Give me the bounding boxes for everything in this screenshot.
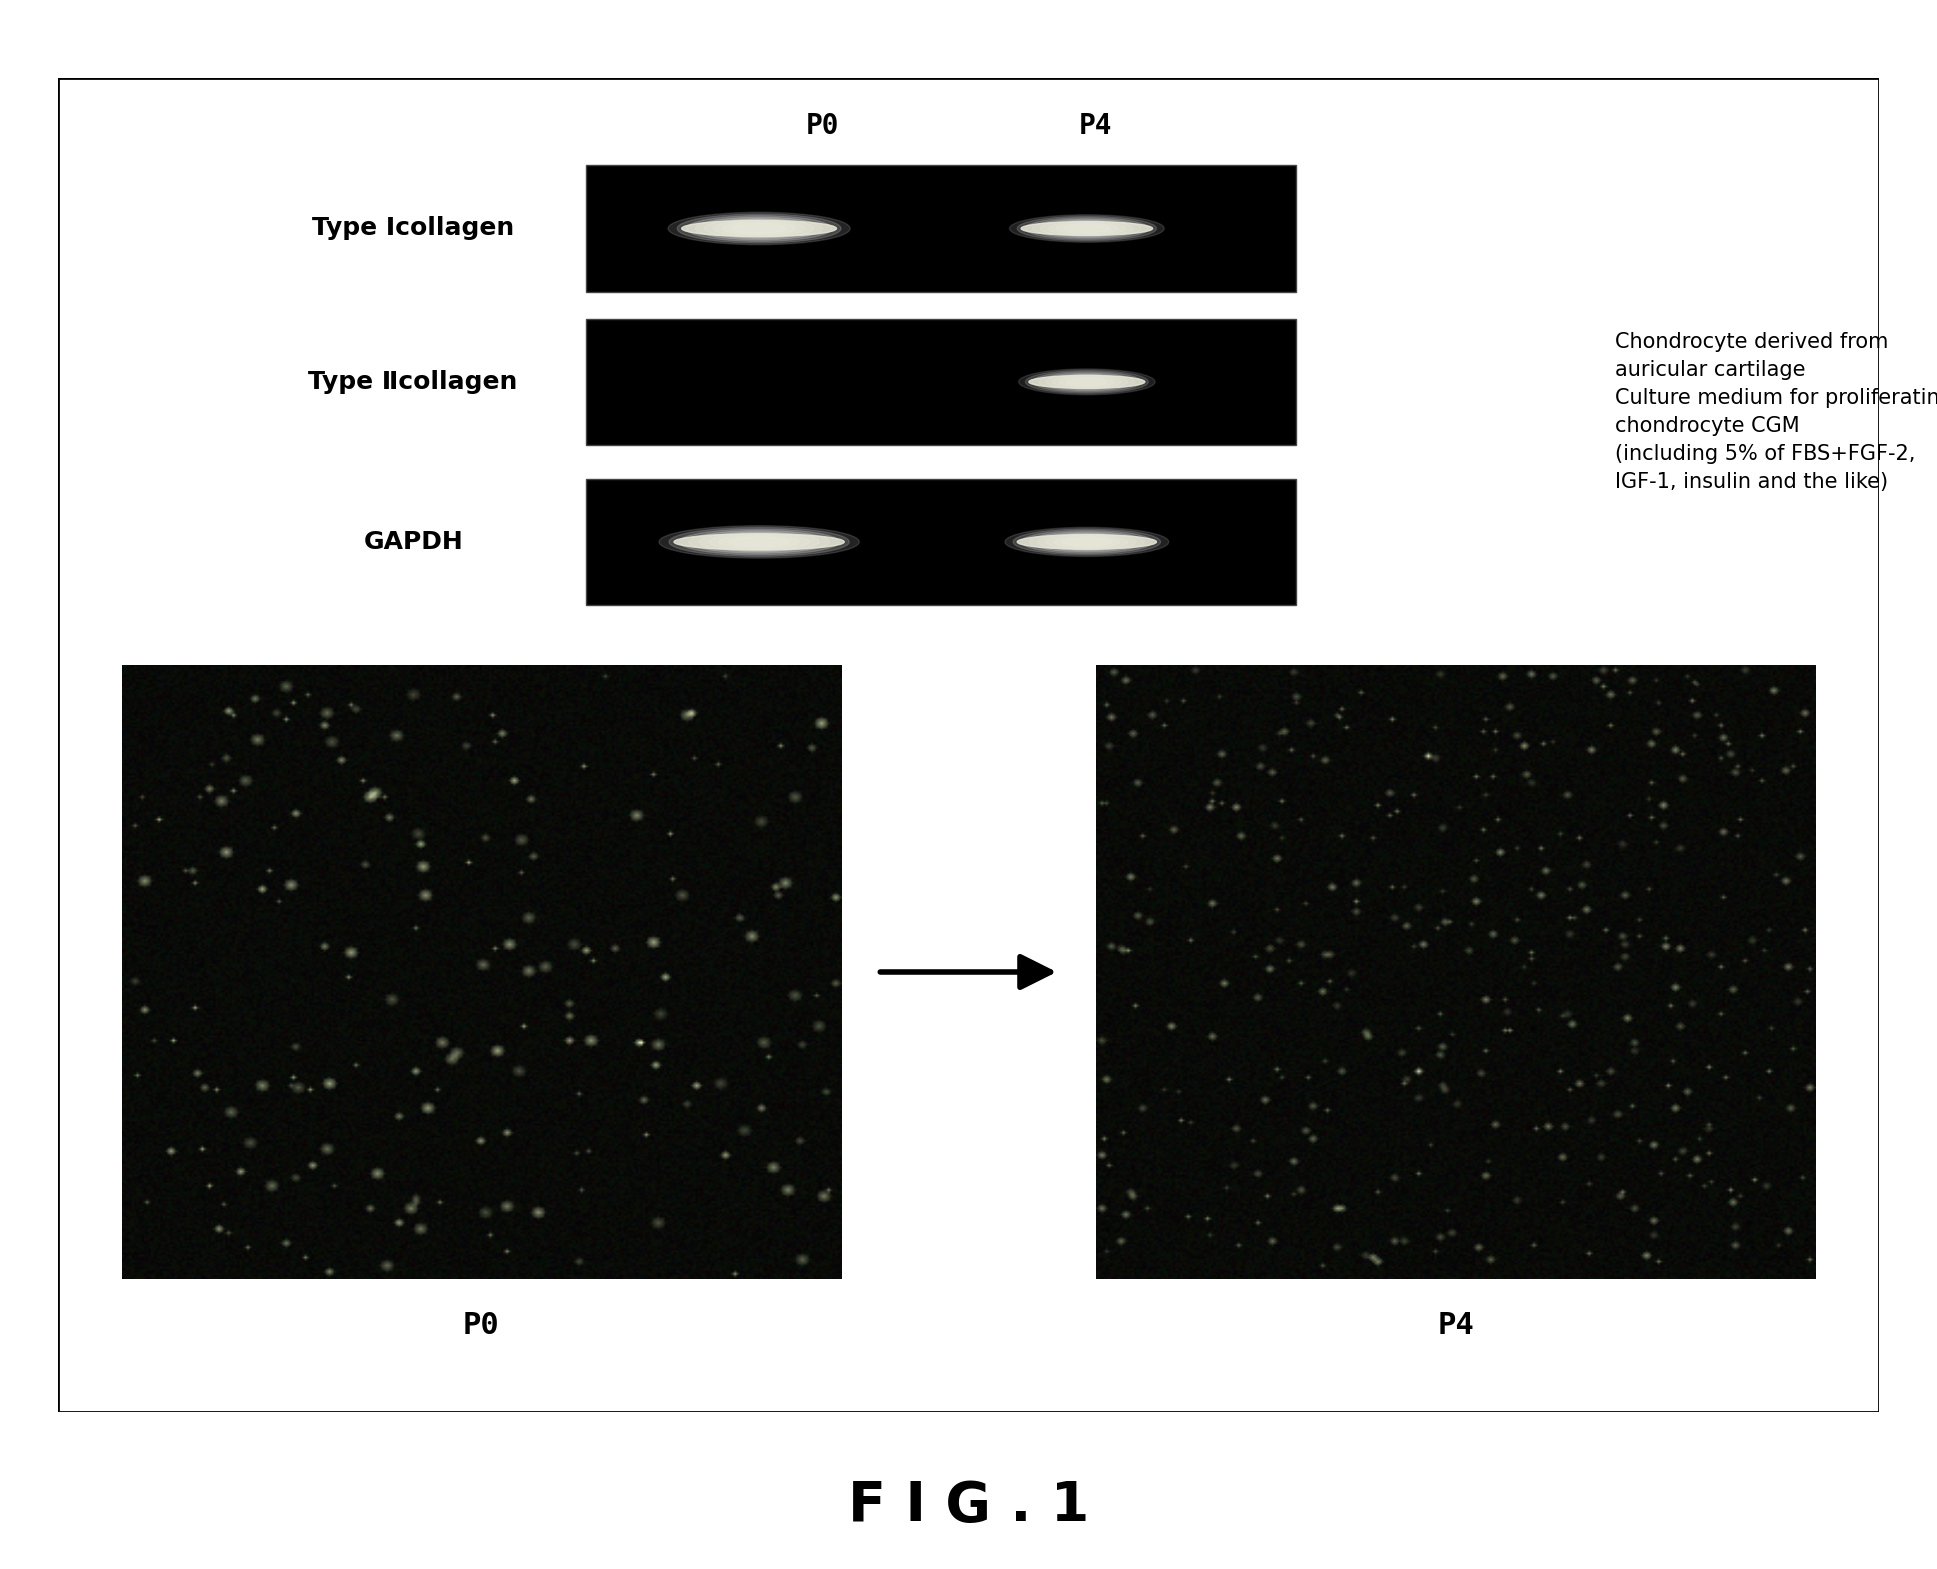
Ellipse shape bbox=[719, 535, 800, 549]
Ellipse shape bbox=[1017, 535, 1156, 549]
Ellipse shape bbox=[1009, 215, 1164, 242]
Ellipse shape bbox=[1061, 538, 1112, 546]
Ellipse shape bbox=[705, 218, 814, 238]
Text: GAPDH: GAPDH bbox=[364, 530, 463, 554]
Ellipse shape bbox=[1060, 377, 1114, 388]
Ellipse shape bbox=[682, 220, 837, 237]
Ellipse shape bbox=[1054, 537, 1120, 548]
Ellipse shape bbox=[1021, 530, 1153, 554]
Text: P4: P4 bbox=[1437, 1312, 1474, 1340]
Ellipse shape bbox=[1048, 221, 1125, 235]
FancyBboxPatch shape bbox=[587, 479, 1296, 606]
Ellipse shape bbox=[1017, 217, 1156, 242]
Text: Chondrocyte derived from
auricular cartilage
Culture medium for proliferating
ch: Chondrocyte derived from auricular carti… bbox=[1615, 333, 1937, 491]
Ellipse shape bbox=[728, 537, 788, 546]
Ellipse shape bbox=[1025, 370, 1149, 394]
Ellipse shape bbox=[1021, 221, 1153, 235]
Ellipse shape bbox=[1005, 527, 1168, 557]
Ellipse shape bbox=[699, 532, 819, 552]
Ellipse shape bbox=[1013, 529, 1160, 555]
Ellipse shape bbox=[1025, 218, 1149, 240]
Ellipse shape bbox=[1032, 218, 1141, 238]
Ellipse shape bbox=[690, 530, 829, 554]
Ellipse shape bbox=[1029, 375, 1145, 389]
Ellipse shape bbox=[686, 215, 833, 242]
Ellipse shape bbox=[659, 526, 860, 559]
Text: F I G . 1: F I G . 1 bbox=[848, 1480, 1089, 1533]
Ellipse shape bbox=[668, 527, 848, 557]
Ellipse shape bbox=[723, 221, 796, 235]
Ellipse shape bbox=[1046, 535, 1127, 549]
Ellipse shape bbox=[680, 529, 839, 555]
Text: Type Ⅰcollagen: Type Ⅰcollagen bbox=[312, 217, 515, 240]
Ellipse shape bbox=[1067, 378, 1108, 386]
Ellipse shape bbox=[1040, 220, 1133, 237]
Ellipse shape bbox=[1052, 375, 1122, 389]
Ellipse shape bbox=[732, 224, 786, 234]
Text: P0: P0 bbox=[806, 111, 839, 140]
FancyBboxPatch shape bbox=[58, 78, 1879, 1412]
Ellipse shape bbox=[674, 533, 845, 551]
FancyBboxPatch shape bbox=[587, 319, 1296, 446]
Ellipse shape bbox=[713, 220, 804, 237]
Ellipse shape bbox=[1029, 532, 1145, 552]
Ellipse shape bbox=[709, 533, 810, 551]
Ellipse shape bbox=[1046, 373, 1127, 389]
Text: P0: P0 bbox=[463, 1312, 500, 1340]
Ellipse shape bbox=[668, 212, 850, 245]
Text: P4: P4 bbox=[1079, 111, 1112, 140]
Ellipse shape bbox=[1019, 369, 1154, 395]
FancyBboxPatch shape bbox=[587, 165, 1296, 292]
Text: Type Ⅱcollagen: Type Ⅱcollagen bbox=[308, 370, 517, 394]
Ellipse shape bbox=[678, 213, 841, 243]
Ellipse shape bbox=[1056, 223, 1118, 234]
Ellipse shape bbox=[1063, 224, 1110, 232]
Ellipse shape bbox=[1038, 533, 1135, 551]
Ellipse shape bbox=[1032, 372, 1141, 392]
Ellipse shape bbox=[695, 217, 823, 240]
Ellipse shape bbox=[1038, 373, 1135, 391]
